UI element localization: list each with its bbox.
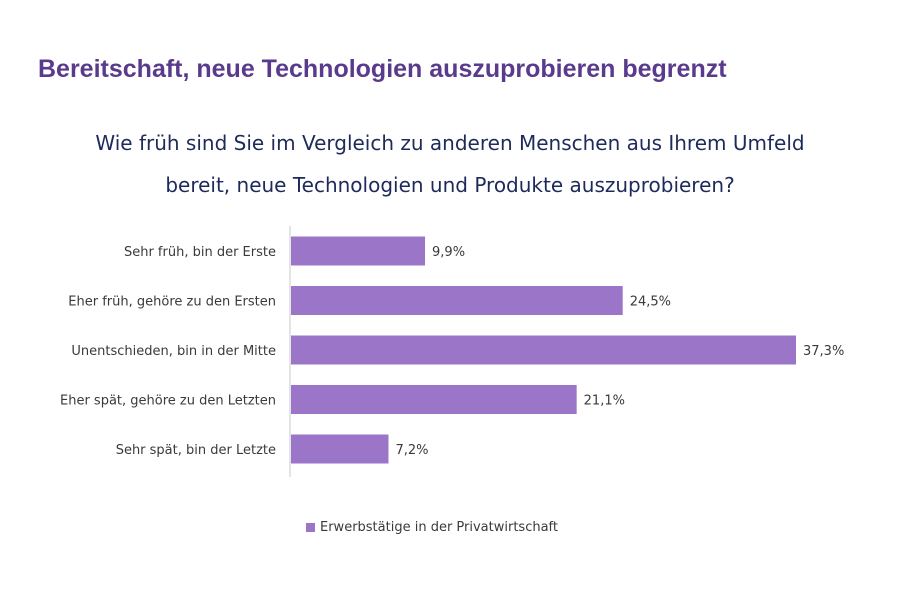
bar xyxy=(291,286,623,315)
bar xyxy=(291,434,389,464)
data-label: 24,5% xyxy=(630,295,671,310)
bar xyxy=(291,335,796,365)
category-label: Sehr spät, bin der Letzte xyxy=(116,443,276,458)
chart-legend: Erwerbstätige in der Privatwirtschaft xyxy=(306,520,558,535)
category-label: Eher früh, gehöre zu den Ersten xyxy=(68,295,276,310)
bar xyxy=(291,385,577,414)
slide-headline: Bereitschaft, neue Technologien auszupro… xyxy=(38,55,727,83)
category-label: Unentschieden, bin in der Mitte xyxy=(71,344,276,359)
data-label: 21,1% xyxy=(584,394,625,409)
category-label: Eher spät, gehöre zu den Letzten xyxy=(60,394,276,409)
legend-label: Erwerbstätige in der Privatwirtschaft xyxy=(320,520,559,535)
bar xyxy=(291,236,426,266)
data-label: 7,2% xyxy=(395,443,428,458)
category-label: Sehr früh, bin der Erste xyxy=(124,245,276,260)
question-line-1: Wie früh sind Sie im Vergleich zu andere… xyxy=(95,131,805,155)
data-label: 9,9% xyxy=(432,245,465,260)
legend-swatch xyxy=(306,523,315,532)
data-label: 37,3% xyxy=(803,344,844,359)
question-line-2: bereit, neue Technologien und Produkte a… xyxy=(165,173,735,197)
